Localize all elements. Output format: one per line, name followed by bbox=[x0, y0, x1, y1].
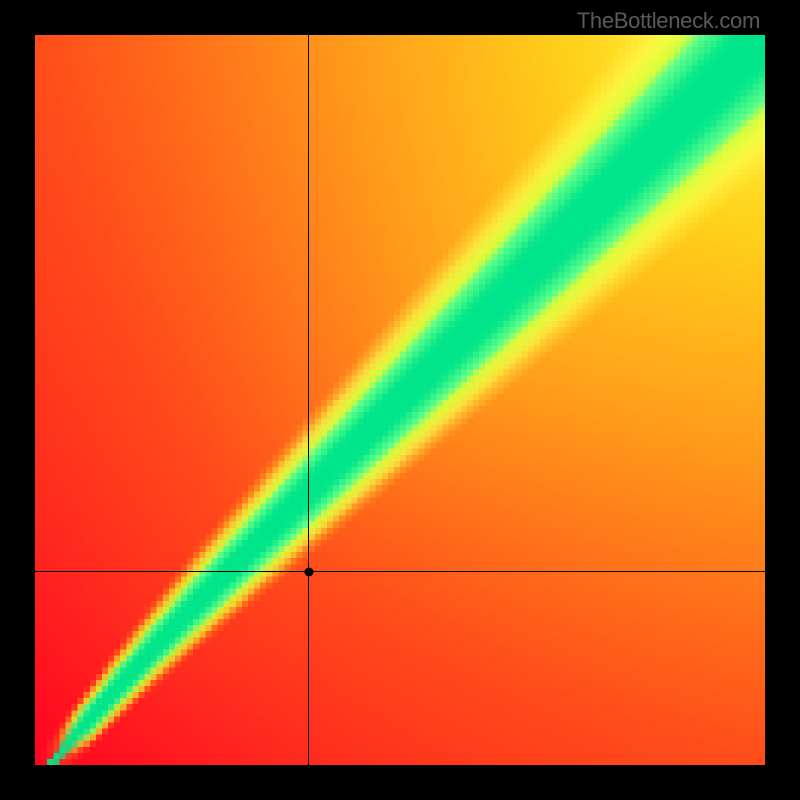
plot-area bbox=[35, 35, 765, 765]
crosshair-horizontal bbox=[35, 571, 765, 572]
watermark-text: TheBottleneck.com bbox=[577, 8, 760, 34]
heatmap-canvas bbox=[35, 35, 765, 765]
crosshair-vertical bbox=[308, 35, 309, 765]
bottleneck-marker bbox=[304, 567, 313, 576]
